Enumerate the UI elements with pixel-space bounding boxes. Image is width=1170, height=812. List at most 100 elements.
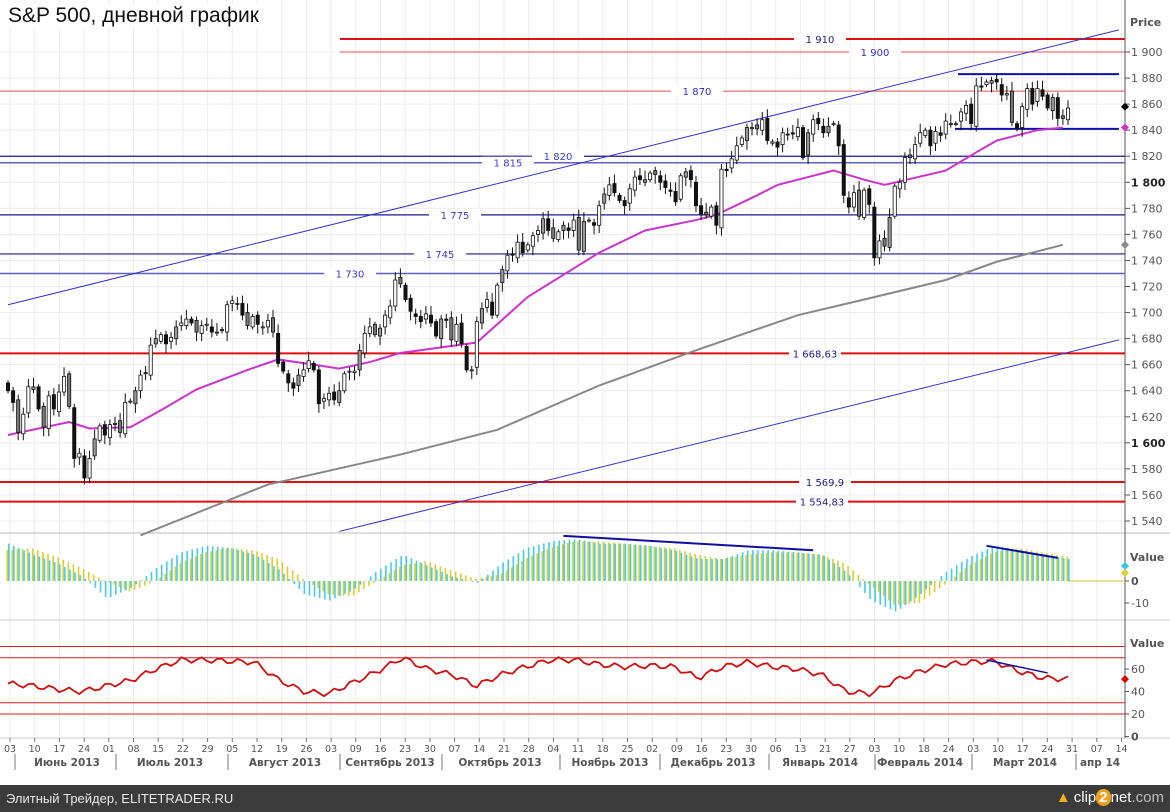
candle-body bbox=[311, 362, 316, 371]
signal-bar bbox=[755, 553, 758, 581]
date-tick-label: 03 bbox=[868, 744, 880, 755]
date-tick-label: 24 bbox=[943, 744, 955, 755]
candle bbox=[750, 122, 755, 136]
signal-bar bbox=[454, 571, 457, 581]
signal-bar bbox=[623, 543, 625, 581]
macd-bar bbox=[685, 554, 688, 581]
candle bbox=[250, 313, 255, 330]
macd-bar bbox=[476, 581, 479, 583]
candle-body bbox=[561, 224, 566, 231]
logo-part: clip bbox=[1073, 789, 1097, 806]
macd-bar bbox=[757, 550, 759, 581]
price-tick-label: 1 580 bbox=[1131, 463, 1163, 476]
candle bbox=[21, 407, 26, 441]
signal-bar bbox=[928, 581, 931, 596]
macd-bar bbox=[874, 581, 876, 603]
signal-bar bbox=[877, 581, 880, 593]
candle bbox=[230, 295, 235, 312]
macd-bar bbox=[390, 562, 392, 581]
candle bbox=[892, 183, 897, 219]
candle bbox=[469, 365, 474, 380]
clip2net-logo[interactable]: ▲ clip 2 net.com bbox=[1056, 789, 1164, 806]
candle bbox=[367, 317, 372, 338]
candle-body bbox=[658, 175, 663, 183]
candle bbox=[500, 265, 505, 292]
date-tick-label: 29 bbox=[202, 744, 214, 755]
signal-bar bbox=[495, 575, 498, 581]
macd-bar bbox=[752, 550, 754, 581]
candle-body bbox=[26, 386, 31, 414]
macd-bar bbox=[283, 573, 285, 581]
candle bbox=[490, 293, 495, 320]
candle-body bbox=[169, 336, 174, 342]
signal-bar bbox=[831, 558, 834, 581]
signal-bar bbox=[1030, 550, 1033, 581]
signal-bar bbox=[215, 550, 217, 581]
candle bbox=[928, 126, 933, 155]
candle bbox=[851, 184, 856, 213]
macd-bar bbox=[813, 553, 815, 581]
candle-body bbox=[536, 230, 541, 235]
signal-bar bbox=[87, 571, 90, 581]
candle-body bbox=[77, 452, 82, 458]
macd-bar bbox=[869, 581, 871, 600]
signal-bar bbox=[363, 581, 365, 590]
candle bbox=[418, 309, 423, 329]
date-tick-label: 15 bbox=[152, 744, 164, 755]
candle-body bbox=[765, 118, 770, 141]
candle bbox=[536, 225, 541, 243]
macd-bar bbox=[430, 567, 433, 581]
signal-bar bbox=[592, 541, 595, 581]
signal-bar bbox=[169, 570, 172, 581]
signal-bar bbox=[245, 549, 248, 581]
date-tick-label: 16 bbox=[696, 744, 708, 755]
candle bbox=[495, 282, 500, 318]
signal-bar bbox=[230, 548, 233, 581]
macd-bar bbox=[318, 581, 321, 599]
candle-body bbox=[337, 390, 342, 403]
signal-bar bbox=[658, 546, 661, 581]
candle-body bbox=[872, 206, 877, 259]
signal-bar bbox=[322, 581, 324, 592]
candle-body bbox=[362, 333, 367, 354]
signal-bar bbox=[52, 555, 54, 581]
macd-bar bbox=[690, 556, 693, 581]
candle bbox=[403, 282, 408, 303]
candle-body bbox=[683, 171, 688, 178]
macd-bar bbox=[884, 581, 887, 607]
macd-bar bbox=[18, 548, 20, 581]
signal-bar bbox=[133, 581, 136, 591]
macd-bar bbox=[451, 576, 453, 581]
signal-bar bbox=[903, 581, 905, 605]
candle bbox=[729, 151, 734, 174]
level-label: 1 815 bbox=[494, 159, 523, 170]
signal-bar bbox=[1040, 552, 1043, 581]
candle bbox=[306, 351, 311, 373]
candle-body bbox=[770, 141, 775, 144]
candle bbox=[214, 322, 219, 337]
price-tick-label: 1 740 bbox=[1131, 254, 1163, 267]
macd-bar bbox=[609, 543, 611, 581]
chart-title: S&P 500, дневной график bbox=[8, 4, 263, 28]
macd-bar bbox=[588, 541, 591, 581]
signal-bar bbox=[393, 570, 396, 581]
macd-divergence-line bbox=[563, 534, 814, 552]
macd-bar bbox=[527, 547, 530, 581]
candle bbox=[92, 429, 97, 460]
candle-body bbox=[352, 370, 357, 373]
candle-body bbox=[1040, 89, 1045, 97]
macd-bar bbox=[986, 549, 989, 581]
candle-body bbox=[831, 123, 836, 126]
macd-bar bbox=[848, 575, 851, 581]
candle-body bbox=[887, 217, 892, 248]
candle-body bbox=[276, 333, 281, 364]
candle bbox=[327, 386, 332, 407]
signal-bar bbox=[128, 581, 131, 592]
candle bbox=[744, 123, 749, 150]
macd-bar bbox=[487, 574, 489, 581]
macd-bar bbox=[920, 581, 922, 595]
candle-body bbox=[908, 154, 913, 158]
candle bbox=[546, 210, 551, 236]
signal-bar bbox=[307, 581, 309, 582]
macd-bar bbox=[247, 552, 250, 581]
